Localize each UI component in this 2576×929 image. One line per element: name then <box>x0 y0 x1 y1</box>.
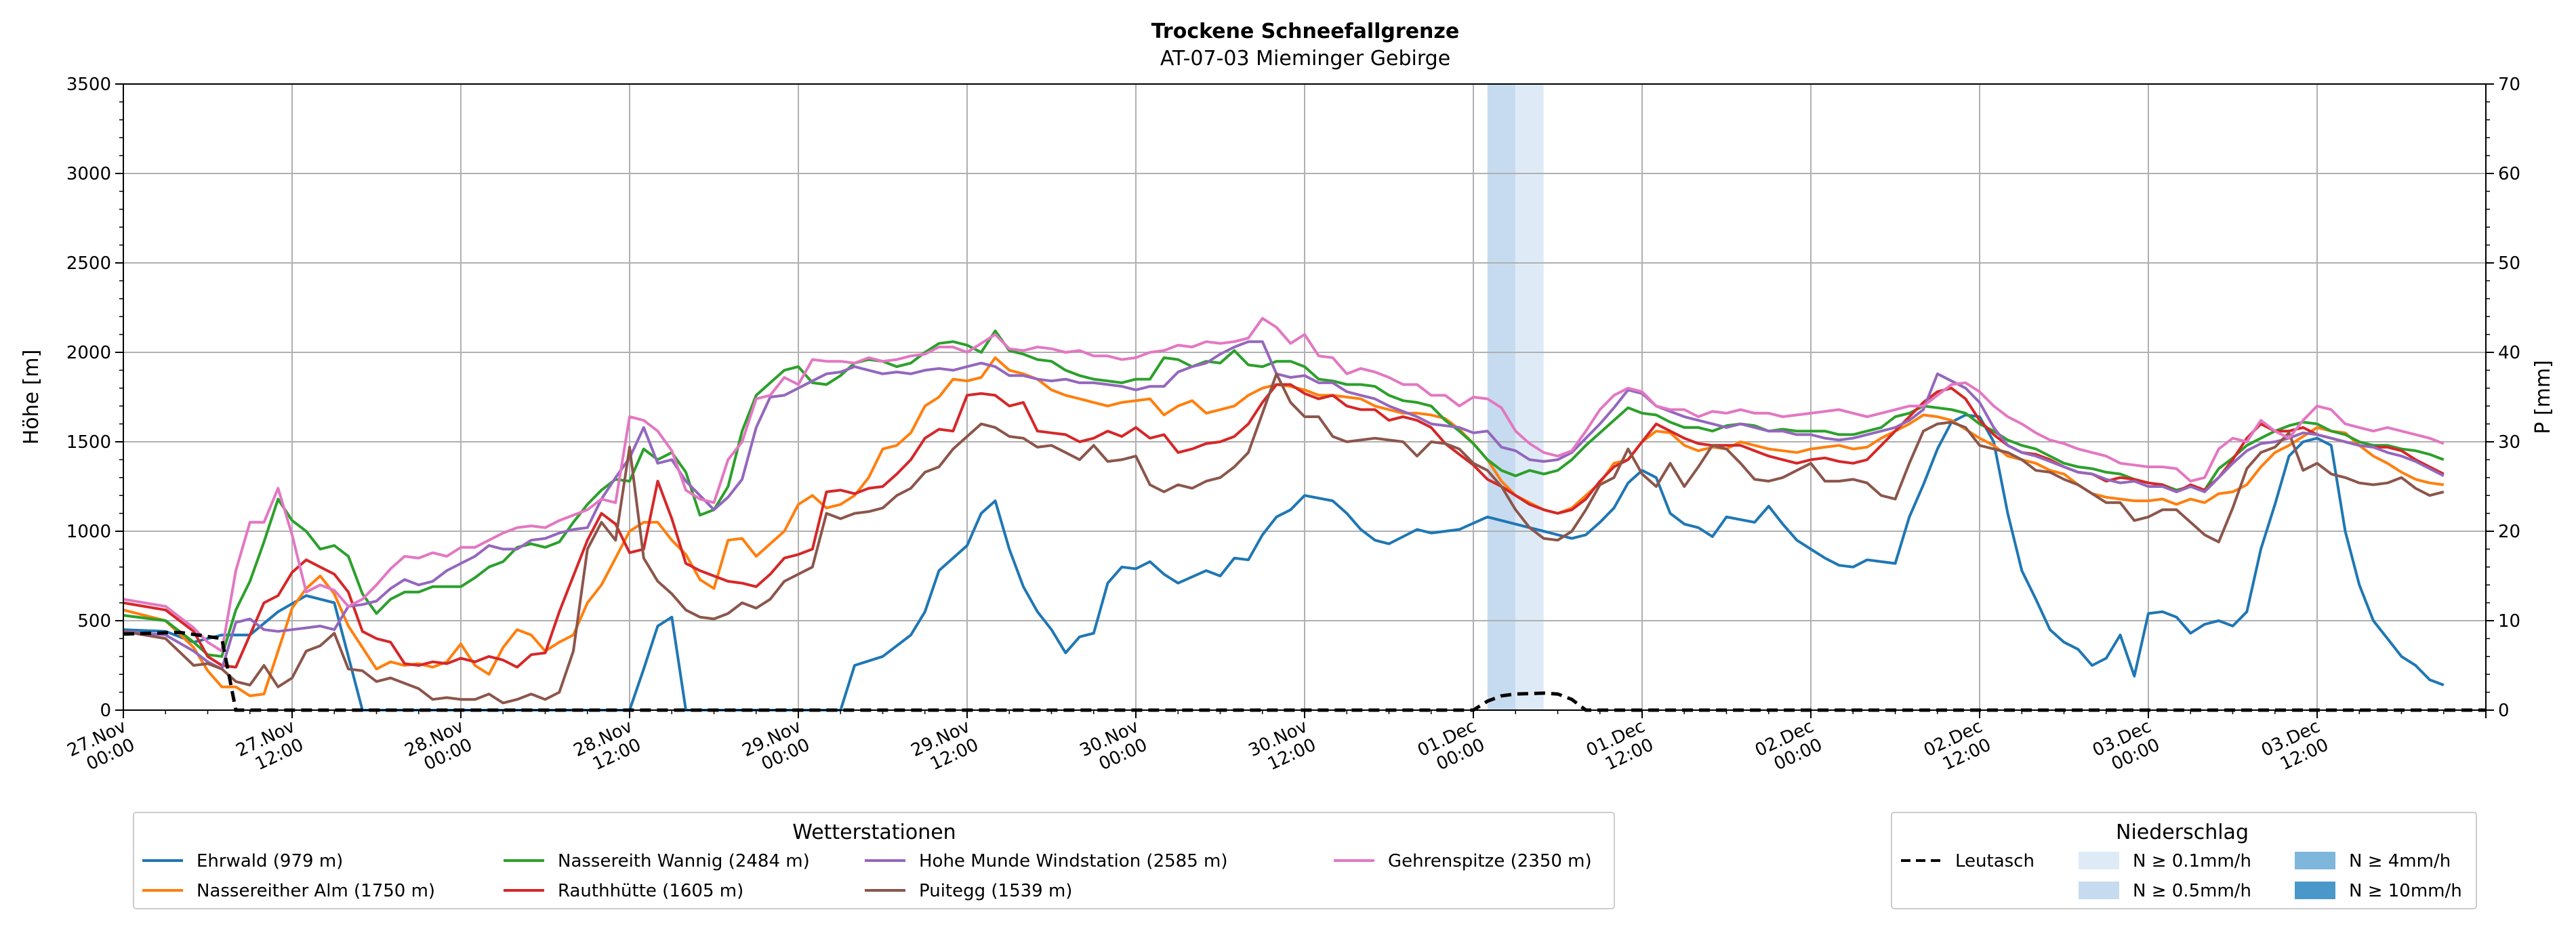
y-tick-label-1: 500 <box>77 611 111 632</box>
y-axis-label: Höhe [m] <box>20 350 43 445</box>
y-ticks-right: 0 10 20 30 40 50 60 70 <box>2486 75 2520 721</box>
y-right-tick-label-5: 50 <box>2498 253 2520 274</box>
y-tick-label-3: 1500 <box>66 432 111 453</box>
y-axis-label-right: P [mm] <box>2531 360 2555 434</box>
series-line-2 <box>123 329 2445 658</box>
station-series <box>123 316 2445 711</box>
legend-precip-label-2: N ≥ 4mm/h <box>2349 851 2451 871</box>
legend-station-label-6: Gehrenspitze (2350 m) <box>1388 851 1592 871</box>
series-line-5 <box>123 372 2445 705</box>
legend-stations-title: Wetterstationen <box>792 821 956 844</box>
legend-stations: Wetterstationen Ehrwald (979 m) Nassereit… <box>133 812 1615 909</box>
legend-station-label-0: Ehrwald (979 m) <box>197 851 343 871</box>
legend-precip-swatch-0 <box>2079 852 2119 869</box>
precip-band-1 <box>1515 84 1544 710</box>
legend-precip-label-0: N ≥ 0.1mm/h <box>2133 851 2251 871</box>
legend-station-label-1: Nassereither Alm (1750 m) <box>197 881 435 901</box>
precip-line-leutasch <box>123 630 2486 712</box>
y-tick-label-7: 3500 <box>66 75 111 95</box>
y-right-tick-label-4: 40 <box>2498 343 2520 363</box>
legend-precip-title: Niederschlag <box>2116 821 2249 844</box>
series-line-0 <box>123 413 2445 711</box>
legend-precip-swatch-1 <box>2079 882 2119 899</box>
legend-precip-swatch-3 <box>2295 882 2335 899</box>
series-line-4 <box>123 340 2445 671</box>
legend-stations-entries: Ehrwald (979 m) Nassereither Alm (1750 m)… <box>142 851 1592 901</box>
legend-precip-label-1: N ≥ 0.5mm/h <box>2133 881 2251 901</box>
legend-station-label-3: Rauthhütte (1605 m) <box>558 881 743 901</box>
legend-precip-swatch-2 <box>2295 852 2335 869</box>
chart-title: Trockene Schneefallgrenze <box>1151 20 1459 43</box>
y-right-tick-label-0: 0 <box>2498 701 2510 721</box>
y-right-tick-label-3: 30 <box>2498 432 2520 453</box>
precip-bands <box>1487 84 1544 710</box>
legend-leutasch-label: Leutasch <box>1955 851 2035 871</box>
y-right-tick-label-6: 60 <box>2498 164 2520 184</box>
y-right-tick-label-7: 70 <box>2498 75 2520 95</box>
precip-series <box>123 630 2486 712</box>
y-right-tick-label-2: 20 <box>2498 522 2520 542</box>
precip-band-0 <box>1487 84 1516 710</box>
y-ticks-left: 0 500 1000 1500 2000 2500 3000 3500 <box>66 75 123 721</box>
y-tick-label-5: 2500 <box>66 253 111 274</box>
y-right-tick-label-1: 10 <box>2498 611 2520 632</box>
legend-precip-label-3: N ≥ 10mm/h <box>2349 881 2462 901</box>
legend-station-label-5: Puitegg (1539 m) <box>919 881 1072 901</box>
series-line-6 <box>123 316 2445 653</box>
chart-subtitle: AT-07-03 Mieminger Gebirge <box>1160 47 1450 70</box>
y-tick-label-4: 2000 <box>66 343 111 363</box>
y-tick-label-2: 1000 <box>66 522 111 542</box>
legend-precip: Niederschlag Leutasch N ≥ 0.1mm/h N ≥ 0.5… <box>1891 812 2477 909</box>
legend-precip-entries: N ≥ 0.1mm/h N ≥ 0.5mm/h N ≥ 4mm/h N ≥ 10mm/… <box>2079 851 2462 901</box>
legend-station-label-2: Nassereith Wannig (2484 m) <box>558 851 810 871</box>
y-tick-label-6: 3000 <box>66 164 111 184</box>
legend-station-label-4: Hohe Munde Windstation (2585 m) <box>919 851 1227 871</box>
y-tick-label-0: 0 <box>100 701 111 721</box>
